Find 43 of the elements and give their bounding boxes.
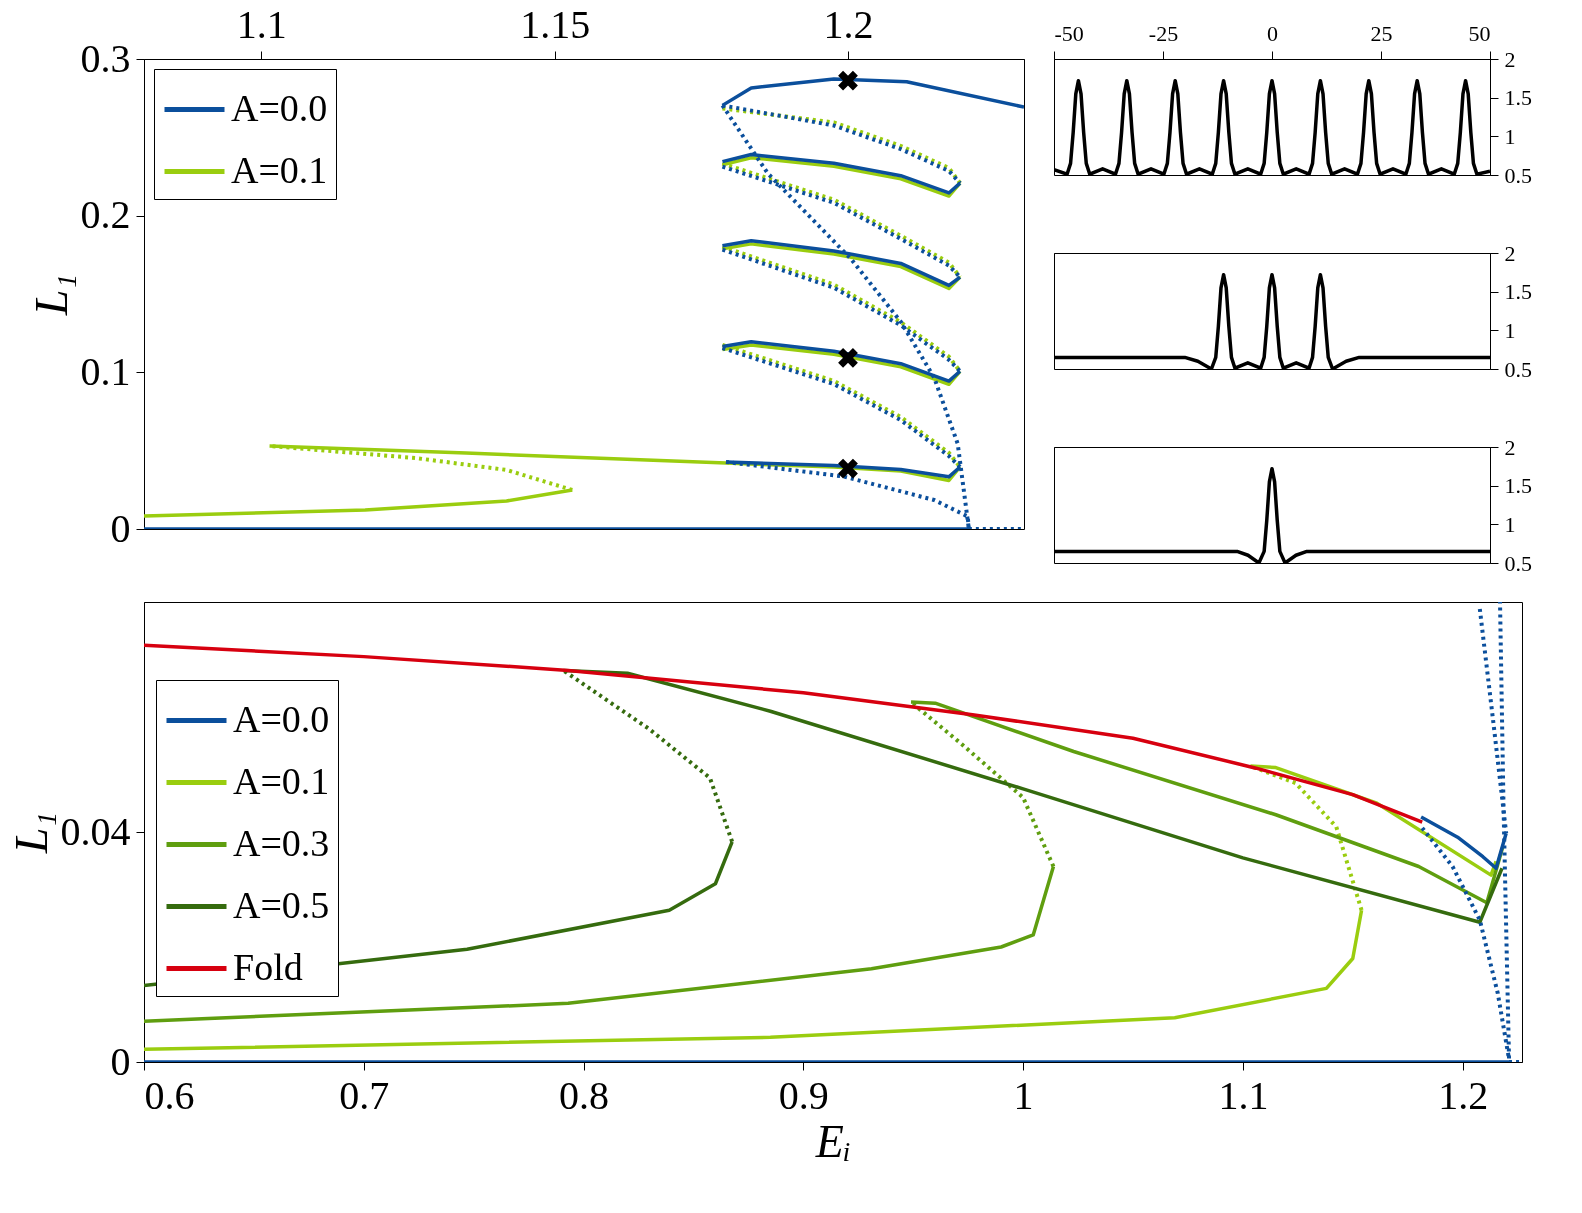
x-tick-label: 0.9 (778, 1072, 829, 1118)
x-tick-label: 0.6 (144, 1072, 195, 1118)
y-tick-label: 2 (1504, 434, 1516, 460)
y-tick-label: 0.04 (60, 808, 131, 854)
x-tick-label: 1.1 (236, 1, 287, 47)
x-tick-label: 1.2 (823, 1, 874, 47)
y-tick-label: 1 (1504, 511, 1516, 537)
y-tick-label: 2 (1504, 240, 1516, 266)
x-tick-label: 1 (1013, 1072, 1034, 1118)
legend-label: A=0.5 (233, 883, 330, 926)
x-tick-label: 0 (1267, 20, 1278, 46)
legend-label: A=0.1 (233, 759, 330, 802)
x-axis-title: Eᵢ (814, 1115, 852, 1167)
y-tick-label: 1 (1504, 317, 1516, 343)
y-tick-label: 0 (110, 1038, 131, 1084)
x-tick-label: 1.2 (1438, 1072, 1489, 1118)
y-tick-label: 0.5 (1504, 162, 1532, 188)
y-tick-label: 1.5 (1504, 473, 1532, 499)
legend-label: A=0.0 (231, 86, 328, 129)
y-tick-label: 1 (1504, 123, 1516, 149)
legend-label: A=0.3 (233, 821, 330, 864)
y-tick-label: 2 (1504, 46, 1516, 72)
y-axis-title: L₁ (25, 273, 77, 317)
y-tick-label: 0.5 (1504, 356, 1532, 382)
x-tick-label: 1.15 (520, 1, 591, 47)
x-tick-label: -25 (1148, 20, 1179, 46)
y-tick-label: 0.3 (80, 35, 131, 81)
x-tick-label: 25 (1370, 20, 1393, 46)
x-tick-label: 50 (1468, 20, 1491, 46)
x-tick-label: -50 (1054, 20, 1084, 46)
y-tick-label: 0.2 (80, 192, 131, 238)
x-tick-label: 0.8 (559, 1072, 610, 1118)
legend-label: A=0.0 (233, 697, 330, 740)
y-tick-label: 1.5 (1504, 279, 1532, 305)
y-tick-label: 0.5 (1504, 550, 1532, 576)
y-tick-label: 1.5 (1504, 85, 1532, 111)
y-axis-title: L₁ (5, 811, 57, 855)
x-tick-label: 1.1 (1218, 1072, 1269, 1118)
legend-label: Fold (233, 945, 303, 988)
y-tick-label: 0 (110, 505, 131, 551)
x-tick-label: 0.7 (339, 1072, 390, 1118)
legend-label: A=0.1 (231, 148, 328, 191)
y-tick-label: 0.1 (80, 348, 131, 394)
